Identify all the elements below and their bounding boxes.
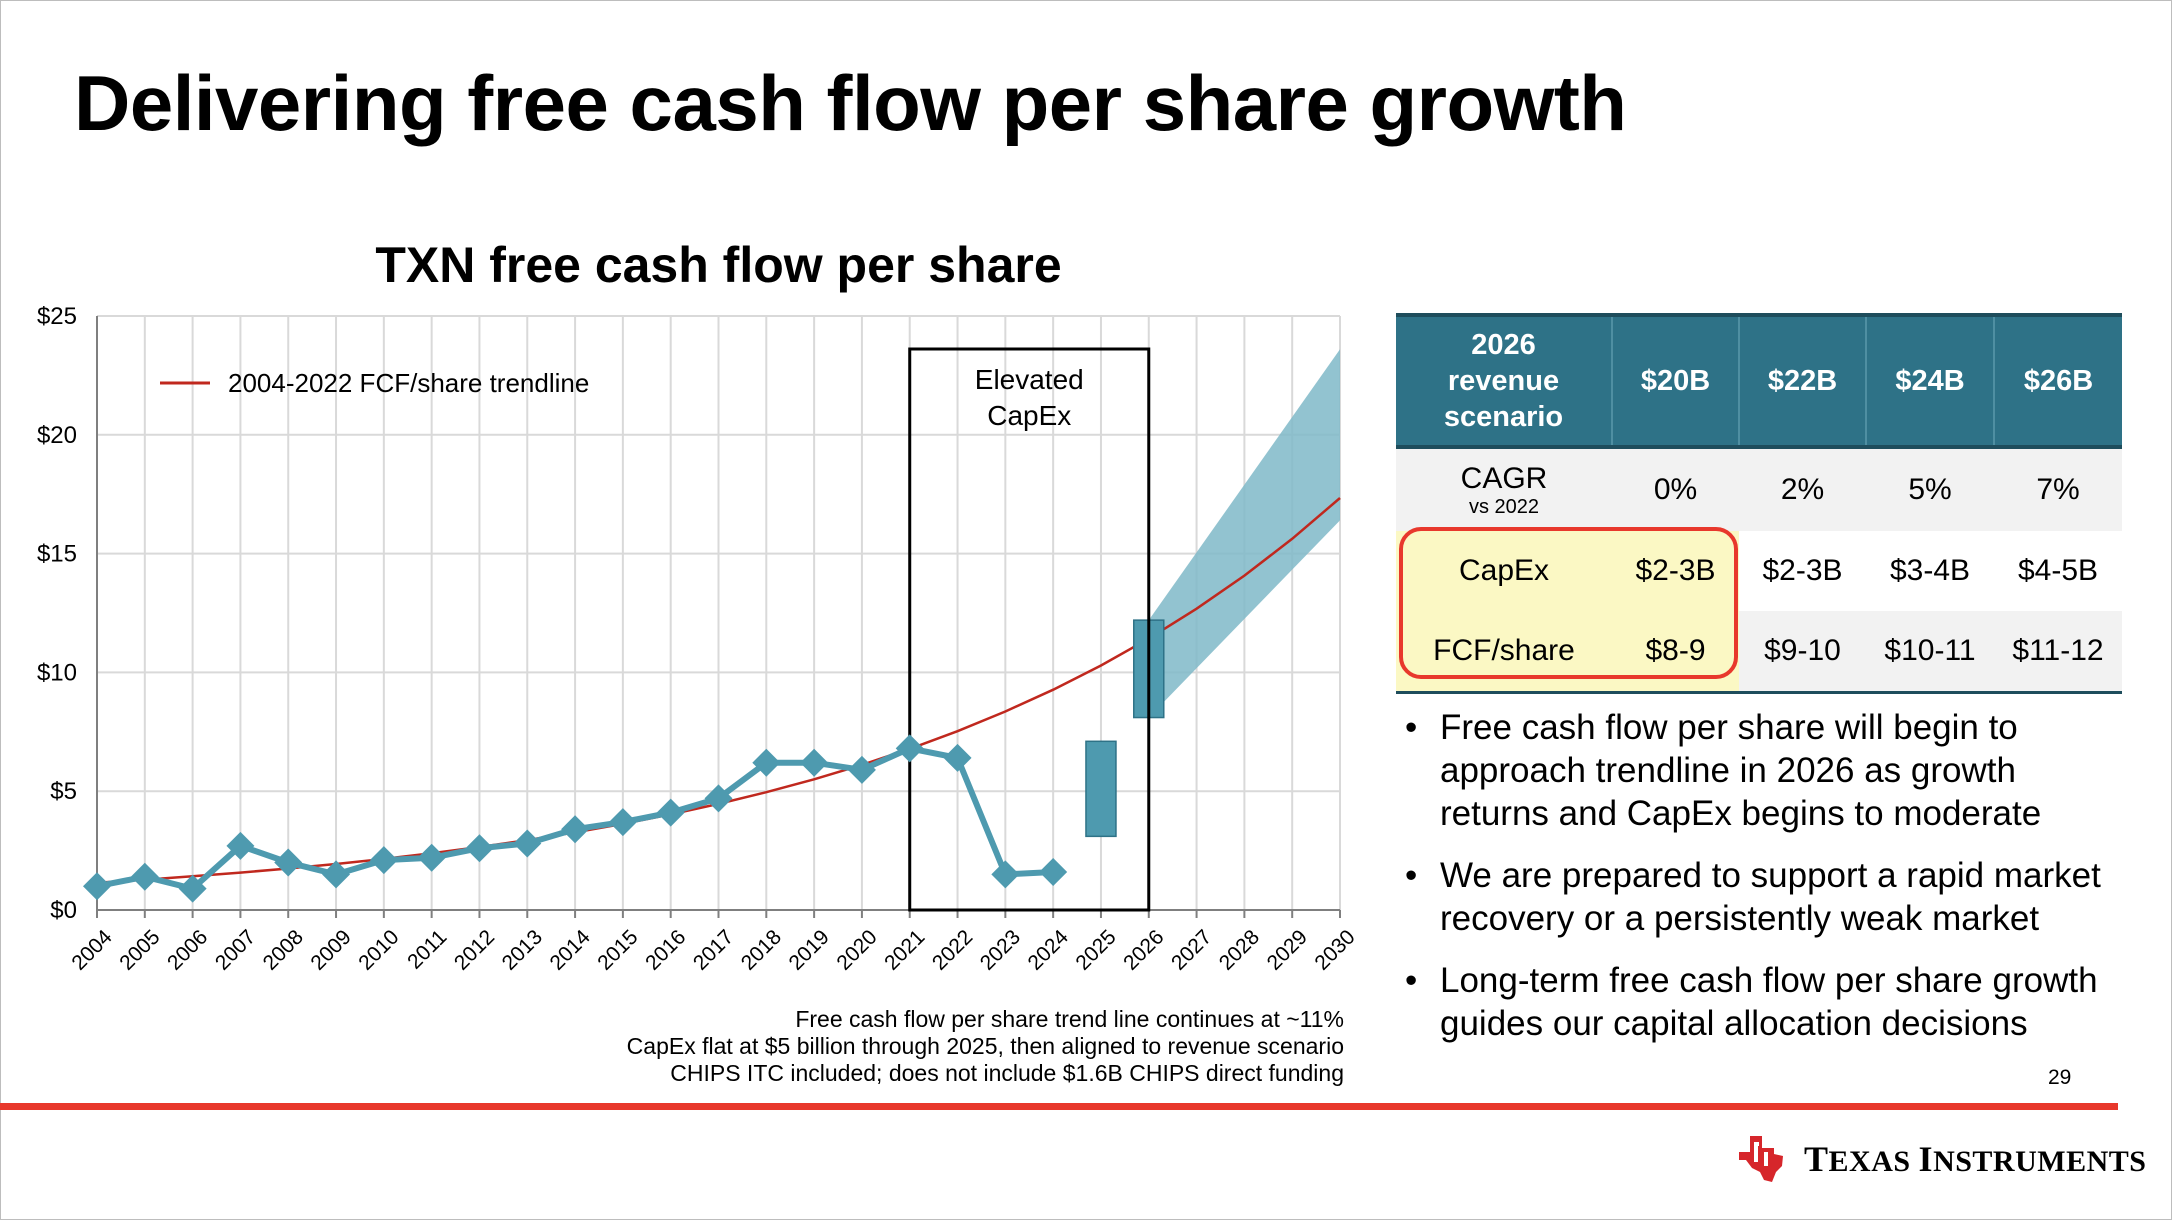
x-tick-label: 2026 xyxy=(1119,925,1168,974)
fcf-data-point xyxy=(369,846,398,875)
fcf-data-point xyxy=(83,872,111,901)
ti-state-icon xyxy=(1739,1136,1783,1182)
table-row-cagr: CAGR vs 2022 0% 2% 5% 7% xyxy=(1396,447,2122,531)
table-cell: $4-5B xyxy=(1994,531,2122,611)
x-tick-label: 2029 xyxy=(1263,925,1312,974)
table-row-capex: CapEx $2-3B $2-3B $3-4B $4-5B xyxy=(1396,531,2122,611)
x-tick-label: 2024 xyxy=(1024,925,1074,975)
fcf-data-point xyxy=(513,829,542,858)
legend-label: 2004-2022 FCF/share trendline xyxy=(228,368,589,398)
table-header-col: $22B xyxy=(1739,313,1867,449)
x-tick-label: 2016 xyxy=(641,925,690,974)
x-tick-label: 2010 xyxy=(354,925,403,974)
x-tick-label: 2014 xyxy=(546,925,596,975)
x-tick-label: 2005 xyxy=(115,925,164,974)
fcf-data-point xyxy=(465,834,494,863)
x-tick-label: 2022 xyxy=(928,925,977,974)
fcf-data-point xyxy=(274,848,303,877)
x-tick-label: 2012 xyxy=(450,925,499,974)
footnote: CapEx flat at $5 billion through 2025, t… xyxy=(626,1033,1344,1059)
revenue-scenario-table: 2026 revenue scenario $20B $22B $24B $26… xyxy=(1396,313,2122,694)
page-number: 29 xyxy=(2048,1066,2072,1089)
forecast-band xyxy=(1148,349,1340,718)
fcf-chart: TXN free cash flow per share $0 $5 $10 $15 $2… xyxy=(37,237,1360,975)
x-tick-label: 2013 xyxy=(498,925,547,974)
bullet-list: Free cash flow per share will begin to a… xyxy=(1405,706,2125,1064)
highlight-box xyxy=(1399,527,1738,679)
annotation-label: CapEx xyxy=(987,400,1071,431)
y-tick-label: $15 xyxy=(37,541,77,568)
y-tick-label: $0 xyxy=(50,897,77,924)
fcf-data-point xyxy=(130,862,159,891)
fcf-data-point xyxy=(226,831,255,860)
fcf-data-point xyxy=(752,748,781,777)
table-cell: $10-11 xyxy=(1866,611,1994,694)
fcf-data-point xyxy=(417,843,446,872)
fcf-data-point xyxy=(704,784,733,813)
table-cell: 0% xyxy=(1612,447,1739,531)
table-header-scenario: 2026 revenue scenario xyxy=(1396,313,1613,449)
table-cell: $11-12 xyxy=(1994,611,2122,694)
chart-title: TXN free cash flow per share xyxy=(375,237,1061,293)
fcf-data-point xyxy=(608,808,637,837)
footnote: CHIPS ITC included; does not include $1.… xyxy=(670,1060,1344,1086)
y-tick-label: $25 xyxy=(37,303,77,330)
x-tick-label: 2011 xyxy=(403,925,451,973)
x-tick-label: 2020 xyxy=(832,925,881,974)
bullet-item: We are prepared to support a rapid marke… xyxy=(1405,854,2125,940)
x-tick-label: 2004 xyxy=(67,925,117,975)
x-tick-label: 2009 xyxy=(306,925,355,974)
x-tick-label: 2023 xyxy=(976,925,1025,974)
fcf-data-point xyxy=(322,860,351,889)
range-box xyxy=(1085,740,1117,838)
x-tick-label: 2019 xyxy=(785,925,834,974)
y-tick-label: $20 xyxy=(37,422,77,449)
fcf-data-point xyxy=(943,743,972,772)
table-cell: 5% xyxy=(1866,447,1994,531)
x-tick-label: 2008 xyxy=(259,925,308,974)
table-cell: $3-4B xyxy=(1866,531,1994,611)
elevated-capex-box xyxy=(908,347,1151,912)
x-tick-label: 2021 xyxy=(880,925,929,974)
row-label-cagr: CAGR vs 2022 xyxy=(1396,447,1612,531)
bullet-item: Long-term free cash flow per share growt… xyxy=(1405,959,2125,1045)
x-tick-label: 2027 xyxy=(1167,925,1216,974)
fcf-data-point xyxy=(895,734,924,763)
x-tick-label: 2025 xyxy=(1071,925,1120,974)
footer-divider xyxy=(0,1103,2118,1110)
bullet-item: Free cash flow per share will begin to a… xyxy=(1405,706,2125,835)
row-label-capex: CapEx xyxy=(1396,531,1612,611)
fcf-data-point xyxy=(178,874,207,903)
table-cell: 2% xyxy=(1739,447,1866,531)
fcf-data-point xyxy=(847,755,876,784)
table-cell: $9-10 xyxy=(1739,611,1866,694)
x-tick-label: 2007 xyxy=(211,925,260,974)
chart-footnotes: Free cash flow per share trend line cont… xyxy=(627,1006,1344,1087)
x-tick-label: 2015 xyxy=(593,925,642,974)
x-tick-label: 2018 xyxy=(737,925,786,974)
table-header-col: $26B xyxy=(1994,313,2122,449)
footnote: Free cash flow per share trend line cont… xyxy=(795,1006,1344,1032)
annotation-label: Elevated xyxy=(975,364,1084,395)
x-tick-label: 2006 xyxy=(163,925,212,974)
ti-logo: TEXAS INSTRUMENTS xyxy=(1736,1134,2146,1184)
fcf-data-point xyxy=(800,748,829,777)
fcf-data-point xyxy=(1039,857,1068,886)
logo-text: TEXAS INSTRUMENTS xyxy=(1804,1139,2147,1179)
table-row-fcf: FCF/share $8-9 $9-10 $10-11 $11-12 xyxy=(1396,611,2122,694)
y-tick-label: $10 xyxy=(37,659,77,686)
fcf-data-point xyxy=(561,815,590,844)
table-cell: 7% xyxy=(1994,447,2122,531)
fcf-data-point xyxy=(991,860,1020,889)
table-cell: $2-3B xyxy=(1739,531,1866,611)
x-tick-label: 2030 xyxy=(1310,925,1359,974)
fcf-data-point xyxy=(656,798,685,827)
x-tick-label: 2017 xyxy=(689,925,738,974)
table-header-col: $20B xyxy=(1612,313,1740,449)
table-header-col: $24B xyxy=(1866,313,1995,449)
x-tick-label: 2028 xyxy=(1215,925,1264,974)
page-title: Delivering free cash flow per share grow… xyxy=(74,59,1627,147)
y-tick-label: $5 xyxy=(50,778,77,805)
